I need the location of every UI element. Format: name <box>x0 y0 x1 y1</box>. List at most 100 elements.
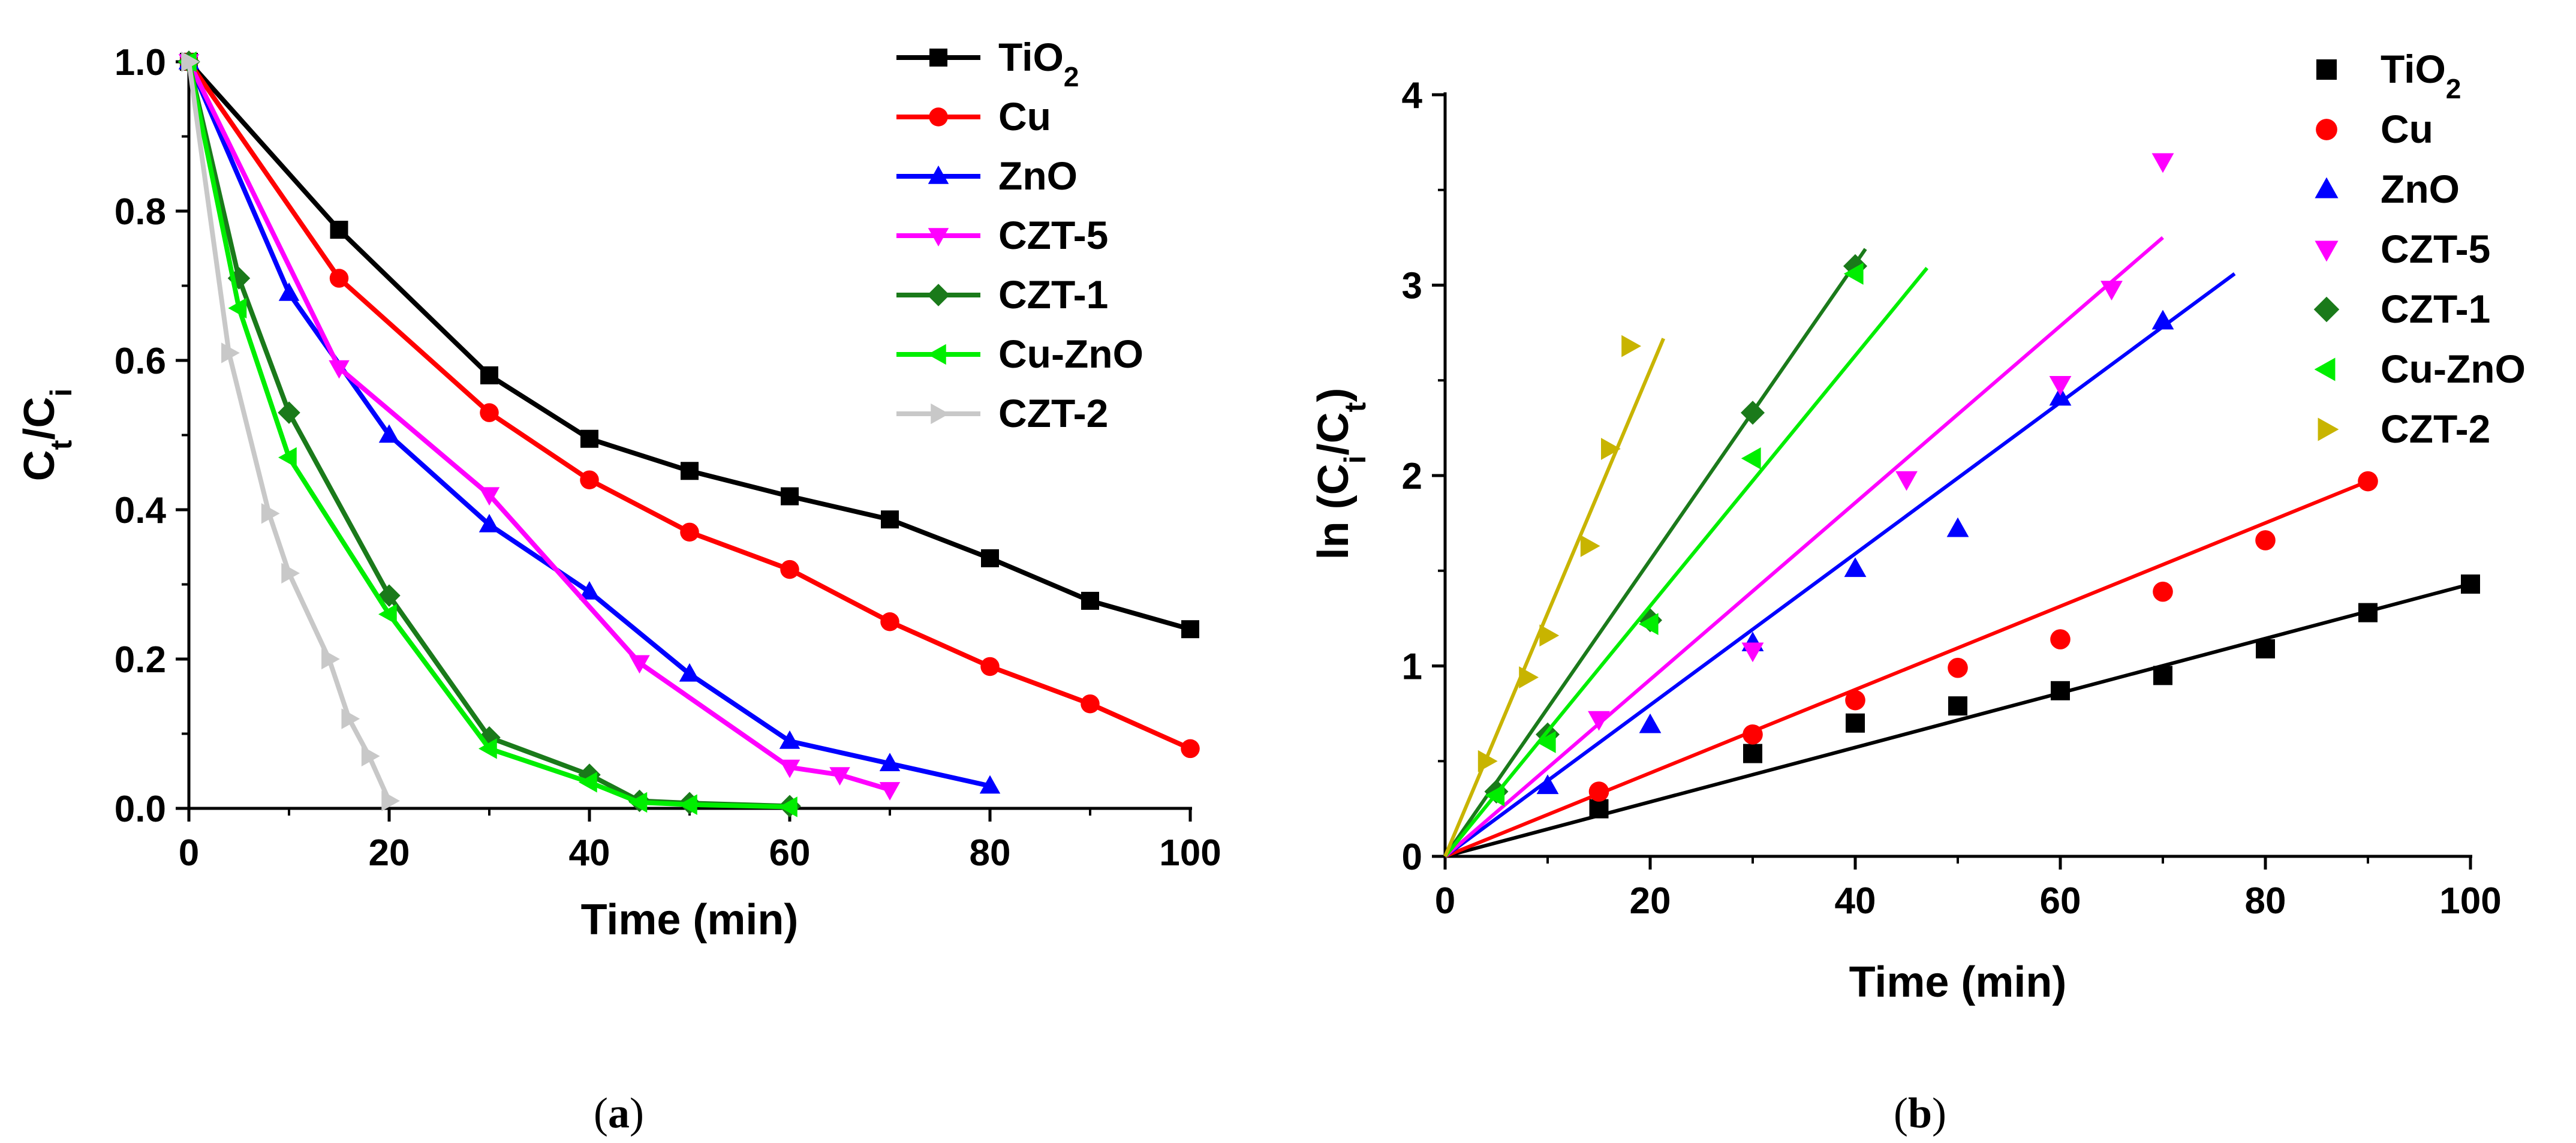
data-point <box>2153 581 2173 602</box>
data-point <box>2049 376 2072 396</box>
series-czt-1 <box>177 50 801 818</box>
legend-label: CZT-2 <box>998 391 1108 435</box>
data-point <box>1743 724 1763 745</box>
series-zno <box>178 51 1001 794</box>
data-point <box>1948 657 1968 678</box>
data-point <box>221 342 240 363</box>
x-tick-label: 60 <box>2040 880 2081 922</box>
data-point <box>1081 694 1100 714</box>
data-point <box>1181 620 1199 639</box>
data-point <box>629 655 650 674</box>
data-point <box>321 648 340 670</box>
series-line <box>187 60 1191 632</box>
data-point <box>341 708 360 729</box>
legend-marker <box>927 284 950 306</box>
legend-marker <box>928 166 949 184</box>
figure-caption: (a) <box>594 1089 644 1137</box>
data-point <box>1580 535 1600 557</box>
legend-marker <box>929 107 948 127</box>
data-point <box>1844 557 1867 577</box>
legend-label: TiO2 <box>998 35 1079 92</box>
data-point <box>1639 713 1662 733</box>
legend-label: CZT-2 <box>2381 407 2490 451</box>
y-tick-label: 0.4 <box>115 490 167 531</box>
y-tick-label: 4 <box>1402 75 1423 116</box>
data-point <box>780 560 799 579</box>
legend-marker <box>928 344 946 365</box>
legend-marker <box>929 49 947 67</box>
data-point <box>2051 681 2070 700</box>
y-tick-label: 2 <box>1402 456 1422 497</box>
data-point <box>2050 629 2071 649</box>
data-point <box>1588 781 1609 802</box>
data-point <box>1485 784 1505 807</box>
data-point <box>1601 438 1621 460</box>
data-point <box>378 424 400 443</box>
data-point <box>1946 517 1969 537</box>
data-point <box>1621 335 1641 357</box>
chart-panel-a: 0 20 40 60 80 100 0.0 0.2 0.4 0.6 0.8 1.0 Time (min)… <box>115 42 1221 1137</box>
legend-marker <box>931 403 949 425</box>
legend-label: Cu-ZnO <box>998 332 1143 376</box>
fit-line <box>1443 248 1867 858</box>
data-point <box>781 487 799 506</box>
data-point <box>779 759 801 778</box>
x-tick-label: 60 <box>769 832 811 874</box>
data-point <box>879 753 901 772</box>
data-point <box>1743 744 1762 763</box>
data-point <box>628 792 648 813</box>
x-tick-label: 100 <box>2439 880 2501 922</box>
fit-line <box>1443 338 1665 858</box>
data-point <box>2100 281 2123 301</box>
data-point <box>1895 471 1918 491</box>
data-point <box>981 549 999 567</box>
data-point <box>2461 574 2480 594</box>
data-point <box>1477 750 1498 772</box>
legend-label: CZT-1 <box>998 272 1108 317</box>
x-tick-label: 80 <box>970 832 1011 874</box>
legend-label: Cu <box>998 94 1051 139</box>
legend-label: CZT-5 <box>2381 227 2490 271</box>
fit-line <box>1443 267 1929 858</box>
data-point <box>1845 690 1865 711</box>
data-point <box>281 563 300 584</box>
data-point <box>1638 613 1659 636</box>
data-point <box>278 447 297 468</box>
data-point <box>330 221 348 239</box>
data-point <box>580 470 599 489</box>
data-point <box>329 360 350 379</box>
series-cu-zno <box>178 51 798 817</box>
series-cu-zno <box>1443 263 1929 858</box>
series-cu <box>1444 471 2378 858</box>
legend-marker <box>2315 240 2339 262</box>
legend-marker <box>2316 119 2337 140</box>
data-point <box>2256 639 2275 658</box>
legend-label: CZT-1 <box>2381 287 2490 331</box>
legend-marker <box>2314 357 2336 381</box>
data-point <box>1081 591 1099 610</box>
data-point <box>480 366 498 384</box>
legend-label: ZnO <box>2381 167 2460 211</box>
data-point <box>278 401 300 424</box>
series-line <box>186 61 991 789</box>
data-point <box>329 269 349 288</box>
data-point <box>2151 309 2174 330</box>
data-point <box>1519 666 1539 688</box>
data-point <box>829 767 850 786</box>
data-point <box>1589 799 1609 819</box>
data-point <box>1741 642 1764 663</box>
data-point <box>681 462 699 480</box>
series-tio2 <box>180 53 1199 639</box>
legend-marker <box>2313 296 2340 323</box>
series-czt-2 <box>1443 335 1665 858</box>
fit-line <box>1444 272 2236 858</box>
x-tick-label: 40 <box>1835 880 1876 922</box>
fit-line <box>1444 236 2164 858</box>
figure-caption: (b) <box>1894 1089 1946 1137</box>
fit-line <box>1445 582 2471 858</box>
data-point <box>881 510 899 529</box>
data-point <box>378 604 397 625</box>
data-point <box>979 775 1001 794</box>
series-tio2 <box>1445 574 2480 858</box>
